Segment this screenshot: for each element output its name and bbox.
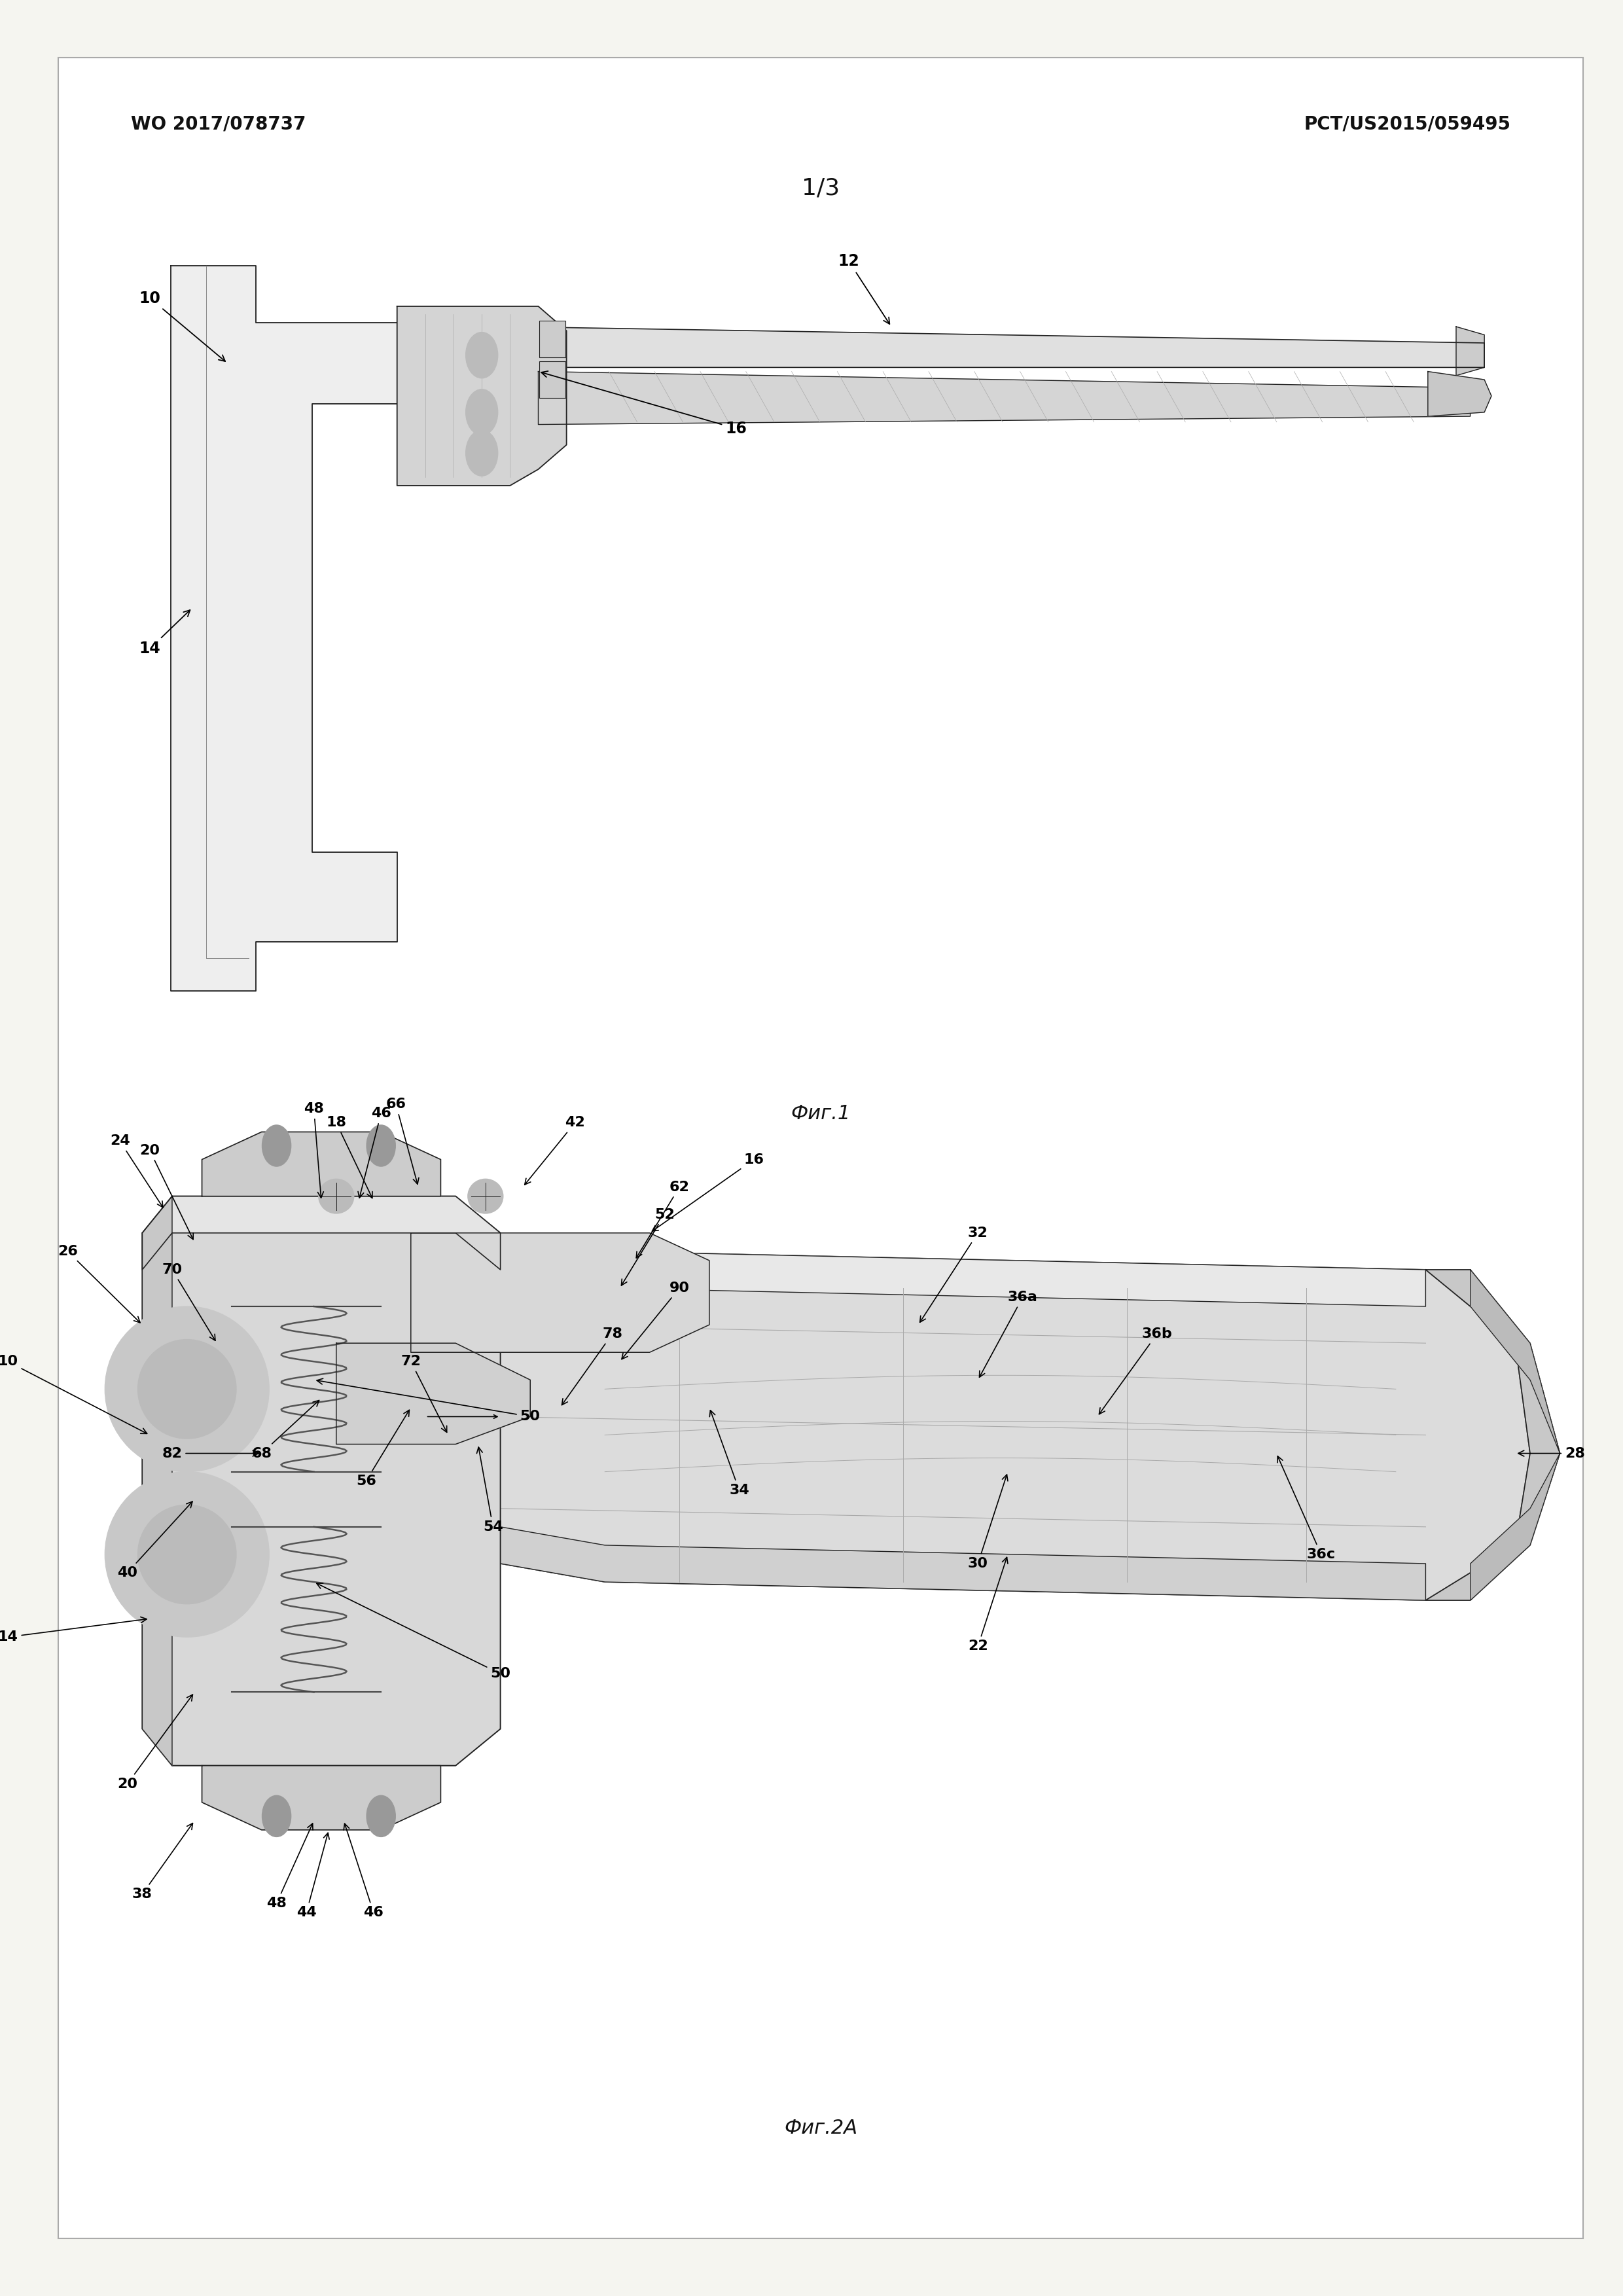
Text: 66: 66 [386, 1097, 419, 1185]
Bar [539, 360, 565, 397]
Text: 54: 54 [477, 1446, 503, 1534]
Text: 12: 12 [837, 253, 889, 324]
Polygon shape [1470, 1270, 1560, 1600]
Text: 70: 70 [162, 1263, 216, 1341]
Text: 10: 10 [140, 289, 226, 360]
Text: 50: 50 [316, 1584, 511, 1681]
Polygon shape [510, 326, 1485, 367]
Polygon shape [441, 1490, 1425, 1600]
Circle shape [261, 1795, 291, 1837]
Ellipse shape [467, 1180, 503, 1212]
Text: 36c: 36c [1277, 1456, 1336, 1561]
Text: 20: 20 [117, 1694, 193, 1791]
Ellipse shape [318, 1180, 354, 1212]
Text: 82: 82 [162, 1446, 258, 1460]
Polygon shape [336, 1343, 531, 1444]
Polygon shape [1456, 326, 1485, 377]
Text: 50: 50 [316, 1378, 540, 1424]
Text: Фиг.1: Фиг.1 [790, 1104, 850, 1123]
Text: 22: 22 [967, 1557, 1008, 1653]
Text: 10: 10 [0, 1355, 148, 1433]
Text: WO 2017/078737: WO 2017/078737 [131, 115, 305, 133]
Text: 18: 18 [326, 1116, 372, 1199]
Text: 28: 28 [1518, 1446, 1586, 1460]
Text: 34: 34 [709, 1410, 750, 1497]
Polygon shape [398, 305, 566, 487]
Text: 68: 68 [252, 1401, 320, 1460]
Text: 24: 24 [110, 1134, 162, 1208]
Text: 32: 32 [920, 1226, 988, 1322]
Text: 56: 56 [355, 1410, 409, 1488]
Text: 38: 38 [131, 1823, 193, 1901]
Polygon shape [1425, 1270, 1560, 1600]
Text: 1/3: 1/3 [802, 177, 839, 200]
Text: 14: 14 [140, 611, 190, 657]
Polygon shape [170, 266, 398, 992]
Text: 78: 78 [562, 1327, 623, 1405]
Ellipse shape [105, 1472, 269, 1637]
Text: 16: 16 [652, 1153, 764, 1231]
Text: 16: 16 [542, 372, 747, 436]
Text: 30: 30 [967, 1474, 1008, 1570]
Text: 36b: 36b [1099, 1327, 1172, 1414]
Text: 48: 48 [304, 1102, 325, 1199]
Text: 40: 40 [117, 1502, 193, 1580]
Text: 36a: 36a [979, 1290, 1037, 1378]
Polygon shape [411, 1233, 709, 1352]
Polygon shape [510, 377, 1470, 406]
Text: 44: 44 [297, 1832, 329, 1919]
Polygon shape [143, 1196, 172, 1766]
Text: 46: 46 [359, 1107, 391, 1199]
Circle shape [466, 333, 498, 379]
Text: 62: 62 [636, 1180, 690, 1258]
Circle shape [367, 1125, 396, 1166]
Circle shape [466, 429, 498, 475]
Polygon shape [201, 1766, 441, 1830]
Polygon shape [201, 1132, 441, 1196]
Ellipse shape [138, 1504, 237, 1605]
Text: 14: 14 [0, 1616, 146, 1644]
Polygon shape [143, 1196, 500, 1766]
Ellipse shape [105, 1306, 269, 1472]
Text: 20: 20 [140, 1143, 193, 1240]
Circle shape [367, 1795, 396, 1837]
Circle shape [261, 1125, 291, 1166]
Text: 42: 42 [524, 1116, 584, 1185]
Text: PCT/US2015/059495: PCT/US2015/059495 [1303, 115, 1511, 133]
Text: Фиг.2A: Фиг.2A [784, 2119, 857, 2138]
Polygon shape [441, 1251, 1530, 1600]
Text: 48: 48 [266, 1823, 313, 1910]
Polygon shape [1428, 372, 1492, 416]
Polygon shape [539, 372, 1470, 425]
Ellipse shape [138, 1339, 237, 1440]
Text: 46: 46 [344, 1823, 383, 1919]
Circle shape [466, 390, 498, 436]
Text: 90: 90 [622, 1281, 690, 1359]
Bar [539, 321, 565, 358]
Text: 52: 52 [622, 1208, 675, 1286]
Text: 72: 72 [401, 1355, 446, 1433]
Text: 26: 26 [57, 1244, 140, 1322]
Polygon shape [143, 1196, 500, 1270]
Polygon shape [441, 1251, 1425, 1343]
